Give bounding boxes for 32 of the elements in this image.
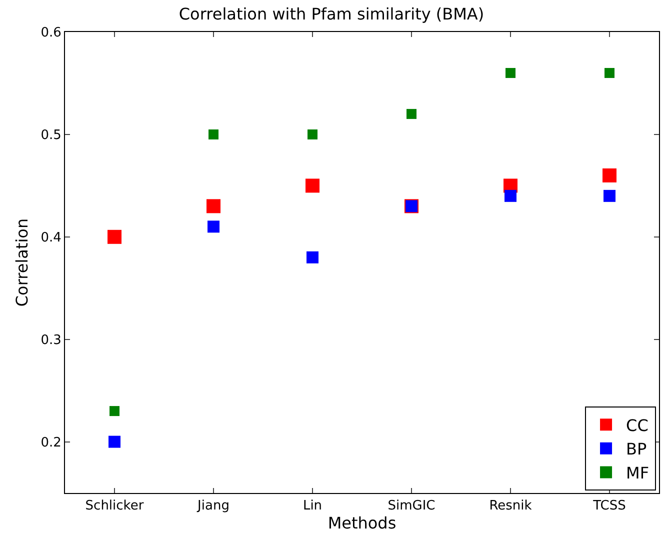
legend-label: CC: [626, 416, 648, 435]
y-tick-label: 0.5: [40, 128, 62, 143]
x-tick-label: Schlicker: [85, 498, 144, 514]
y-tick-label: 0.4: [40, 230, 62, 246]
legend-label: MF: [626, 463, 650, 482]
point: [208, 220, 220, 233]
point: [602, 168, 616, 182]
point: [110, 406, 120, 416]
point: [506, 68, 516, 78]
y-tick-label: 0.2: [40, 435, 62, 450]
y-axis-title: Correlation: [12, 218, 32, 307]
y-tick-label: 0.6: [40, 26, 62, 41]
point: [504, 190, 516, 202]
x-tick-label: Resnik: [489, 498, 532, 514]
point: [306, 251, 318, 264]
point: [108, 436, 120, 448]
chart-title: Correlation with Pfam similarity (BMA): [178, 4, 484, 24]
point: [604, 68, 614, 78]
x-tick-label: Jiang: [196, 498, 230, 514]
point: [206, 199, 220, 214]
point: [108, 230, 122, 244]
point: [604, 190, 616, 202]
point: [308, 129, 318, 140]
point: [306, 178, 320, 193]
x-tick-label: Lin: [302, 498, 322, 514]
y-tick-label: 0.3: [40, 332, 62, 348]
x-tick-label: SimGIC: [388, 498, 436, 514]
x-tick-label: TCSS: [592, 498, 626, 514]
legend-label: BP: [626, 440, 648, 459]
x-axis-title: Methods: [328, 514, 396, 533]
point: [406, 108, 416, 119]
point: [208, 129, 218, 140]
